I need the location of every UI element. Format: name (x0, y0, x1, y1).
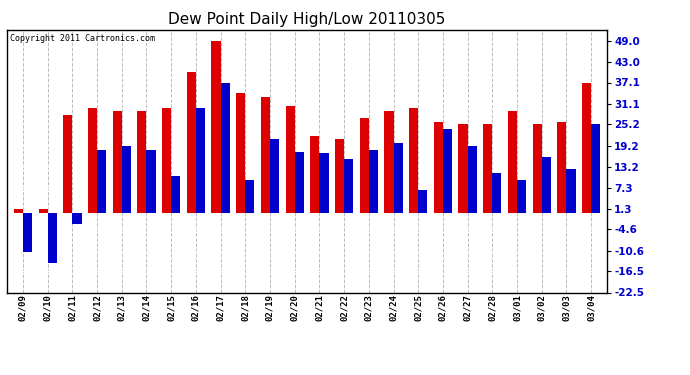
Bar (393, 143, 403, 213)
Bar (319, 153, 328, 213)
Bar (335, 139, 344, 213)
Bar (458, 124, 468, 213)
Bar (72, 213, 81, 224)
Bar (468, 146, 477, 213)
Bar (112, 111, 121, 213)
Bar (310, 136, 319, 213)
Bar (245, 180, 255, 213)
Bar (236, 93, 245, 213)
Bar (542, 157, 551, 213)
Bar (63, 115, 72, 213)
Bar (418, 190, 427, 213)
Bar (121, 146, 131, 213)
Bar (286, 106, 295, 213)
Bar (23, 213, 32, 252)
Bar (162, 108, 171, 213)
Bar (359, 118, 369, 213)
Bar (88, 108, 97, 213)
Text: Copyright 2011 Cartronics.com: Copyright 2011 Cartronics.com (10, 34, 155, 43)
Bar (137, 111, 146, 213)
Bar (533, 124, 542, 213)
Bar (483, 124, 493, 213)
Bar (14, 209, 23, 213)
Bar (187, 72, 196, 213)
Bar (211, 40, 221, 213)
Bar (443, 129, 452, 213)
Bar (261, 97, 270, 213)
Bar (39, 209, 48, 213)
Bar (171, 176, 180, 213)
Bar (517, 180, 526, 213)
Bar (582, 82, 591, 213)
Bar (48, 213, 57, 262)
Bar (221, 82, 230, 213)
Bar (369, 150, 378, 213)
Bar (508, 111, 517, 213)
Bar (146, 150, 156, 213)
Bar (434, 122, 443, 213)
Bar (558, 122, 566, 213)
Bar (97, 150, 106, 213)
Bar (270, 139, 279, 213)
Bar (566, 169, 575, 213)
Bar (295, 152, 304, 213)
Bar (493, 173, 502, 213)
Bar (591, 124, 600, 213)
Bar (344, 159, 353, 213)
Bar (196, 108, 205, 213)
Title: Dew Point Daily High/Low 20110305: Dew Point Daily High/Low 20110305 (168, 12, 446, 27)
Bar (409, 108, 418, 213)
Bar (384, 111, 393, 213)
